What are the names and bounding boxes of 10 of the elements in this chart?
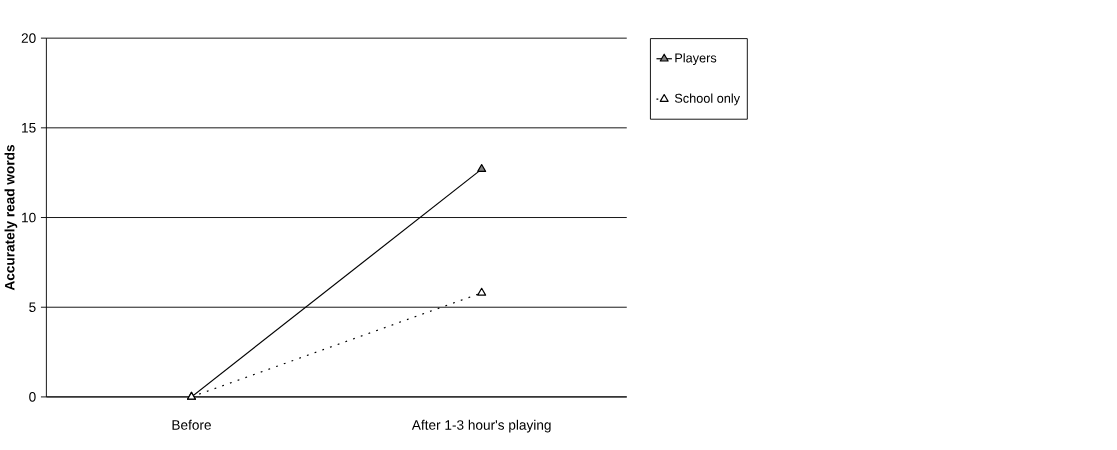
legend-label: Players — [675, 53, 717, 66]
x-tick-label: Before — [172, 420, 211, 430]
y-tick-label: 10 — [22, 212, 36, 223]
y-tick-label: 0 — [29, 392, 36, 402]
y-axis-title: Accurately read words — [4, 145, 18, 291]
legend-label: School only — [674, 93, 741, 106]
y-tick-label: 20 — [21, 33, 36, 44]
y-tick-label: 15 — [22, 123, 36, 133]
y-tick-label: 5 — [29, 302, 36, 313]
x-tick-label: After 1-3 hour's playing — [411, 420, 551, 433]
